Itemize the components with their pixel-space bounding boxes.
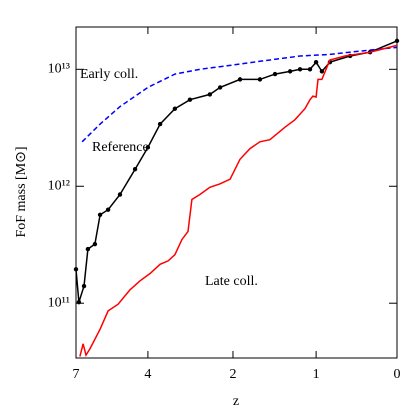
point: [394, 38, 400, 44]
point: [76, 300, 82, 305]
point: [319, 69, 325, 74]
x-tick-label: 2: [229, 367, 236, 382]
point: [92, 241, 98, 247]
point: [217, 85, 223, 90]
x-tick-label: 0: [394, 367, 401, 382]
point: [145, 145, 151, 150]
series-line: [81, 46, 398, 143]
point: [97, 212, 103, 218]
point: [257, 77, 263, 82]
point: [132, 166, 138, 172]
x-axis-label: z: [233, 394, 239, 409]
point: [207, 92, 213, 97]
y-tick-label: 10¹²: [48, 178, 70, 193]
point: [117, 192, 123, 197]
x-tick-label: 7: [73, 367, 80, 382]
point: [237, 77, 243, 82]
point: [73, 267, 79, 272]
point: [272, 71, 278, 77]
series-line: [79, 44, 398, 357]
y-axis-label: FoF mass [M⊙]: [14, 146, 29, 237]
point: [81, 283, 87, 289]
point: [85, 246, 91, 252]
y-tick-label: 10¹¹: [48, 295, 70, 310]
y-tick-label: 10¹³: [48, 62, 70, 77]
series-label: Early coll.: [80, 67, 138, 82]
point: [187, 97, 193, 102]
x-tick-label: 1: [313, 367, 320, 382]
series-label: Reference: [92, 140, 149, 155]
point: [307, 67, 313, 72]
point: [157, 121, 163, 127]
point: [172, 106, 178, 111]
point: [313, 60, 319, 65]
plot-frame: [75, 26, 398, 359]
series-label: Late coll.: [205, 274, 258, 289]
point: [287, 69, 293, 74]
point: [297, 67, 303, 72]
x-tick-label: 4: [144, 367, 151, 382]
point: [105, 207, 111, 212]
